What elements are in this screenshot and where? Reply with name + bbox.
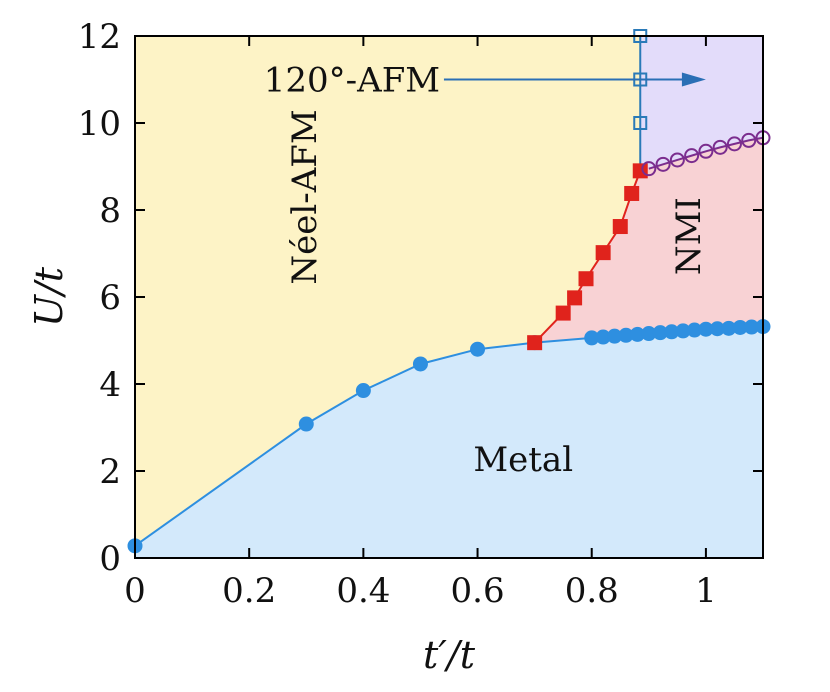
nmi-120afm-point: [641, 161, 657, 177]
y-tick-label: 0: [99, 539, 121, 579]
nmi-120afm-point: [655, 156, 671, 172]
nmi-point: [612, 219, 628, 235]
nmi-120afm-point: [726, 136, 742, 152]
nmi-point: [567, 290, 583, 306]
metal-point: [664, 324, 680, 340]
y-tick-label: 4: [99, 365, 121, 405]
region-label-neel-afm: Néel-AFM: [285, 109, 325, 284]
region-label-nmi: NMI: [669, 197, 709, 275]
y-tick-label: 2: [99, 452, 121, 492]
x-tick-label: 1: [695, 571, 717, 611]
nmi-point: [595, 245, 611, 261]
metal-point: [709, 321, 725, 337]
nmi-point: [624, 185, 640, 201]
metal-point: [618, 327, 634, 343]
metal-point: [355, 383, 371, 399]
x-tick-label: 0: [124, 571, 146, 611]
region-metal: [135, 326, 763, 558]
x-tick-label: 0.4: [336, 571, 390, 611]
metal-point: [298, 416, 314, 432]
nmi-point: [632, 163, 648, 179]
annotation-arrow-head: [681, 72, 706, 87]
nmi-point: [555, 305, 571, 321]
nmi-120afm-point: [698, 143, 714, 159]
nmi-120afm-point: [741, 132, 757, 148]
metal-point: [629, 326, 645, 342]
y-tick-label: 8: [99, 191, 121, 231]
metal-point: [698, 321, 714, 337]
nmi-120afm-point: [712, 139, 728, 155]
metal-point: [470, 341, 486, 357]
metal-point: [721, 320, 737, 336]
metal-point: [744, 319, 760, 335]
metal-point: [584, 330, 600, 346]
nmi-120afm-point: [669, 152, 685, 168]
region-nmi: [534, 137, 763, 343]
x-tick-label: 0.6: [451, 571, 505, 611]
metal-point: [686, 322, 702, 338]
metal-point: [675, 323, 691, 339]
metal-point: [652, 325, 668, 341]
x-axis-label: t′/t: [423, 633, 476, 677]
y-tick-label: 6: [99, 278, 121, 318]
annotation-120-afm: 120°-AFM: [264, 61, 440, 101]
labels: t′/t U/t Néel-AFM Metal NMI 120°-AFM: [27, 61, 709, 678]
metal-point: [595, 329, 611, 345]
metal-point: [732, 319, 748, 335]
y-tick-label: 12: [78, 17, 121, 57]
x-tick-label: 0.2: [222, 571, 276, 611]
nmi-120afm-point: [684, 148, 700, 164]
data-markers: [127, 29, 771, 554]
nmi-point: [578, 271, 594, 287]
metal-point: [412, 356, 428, 372]
region-label-metal: Metal: [473, 440, 573, 480]
metal-point: [607, 328, 623, 344]
metal-point: [641, 326, 657, 342]
nmi-point: [527, 335, 543, 351]
line-nmi-120afm-boundary: [648, 136, 764, 170]
x-tick-label: 0.8: [565, 571, 619, 611]
afm120-point: [633, 116, 648, 130]
y-tick-label: 10: [78, 104, 121, 144]
y-axis-label: U/t: [27, 266, 71, 327]
